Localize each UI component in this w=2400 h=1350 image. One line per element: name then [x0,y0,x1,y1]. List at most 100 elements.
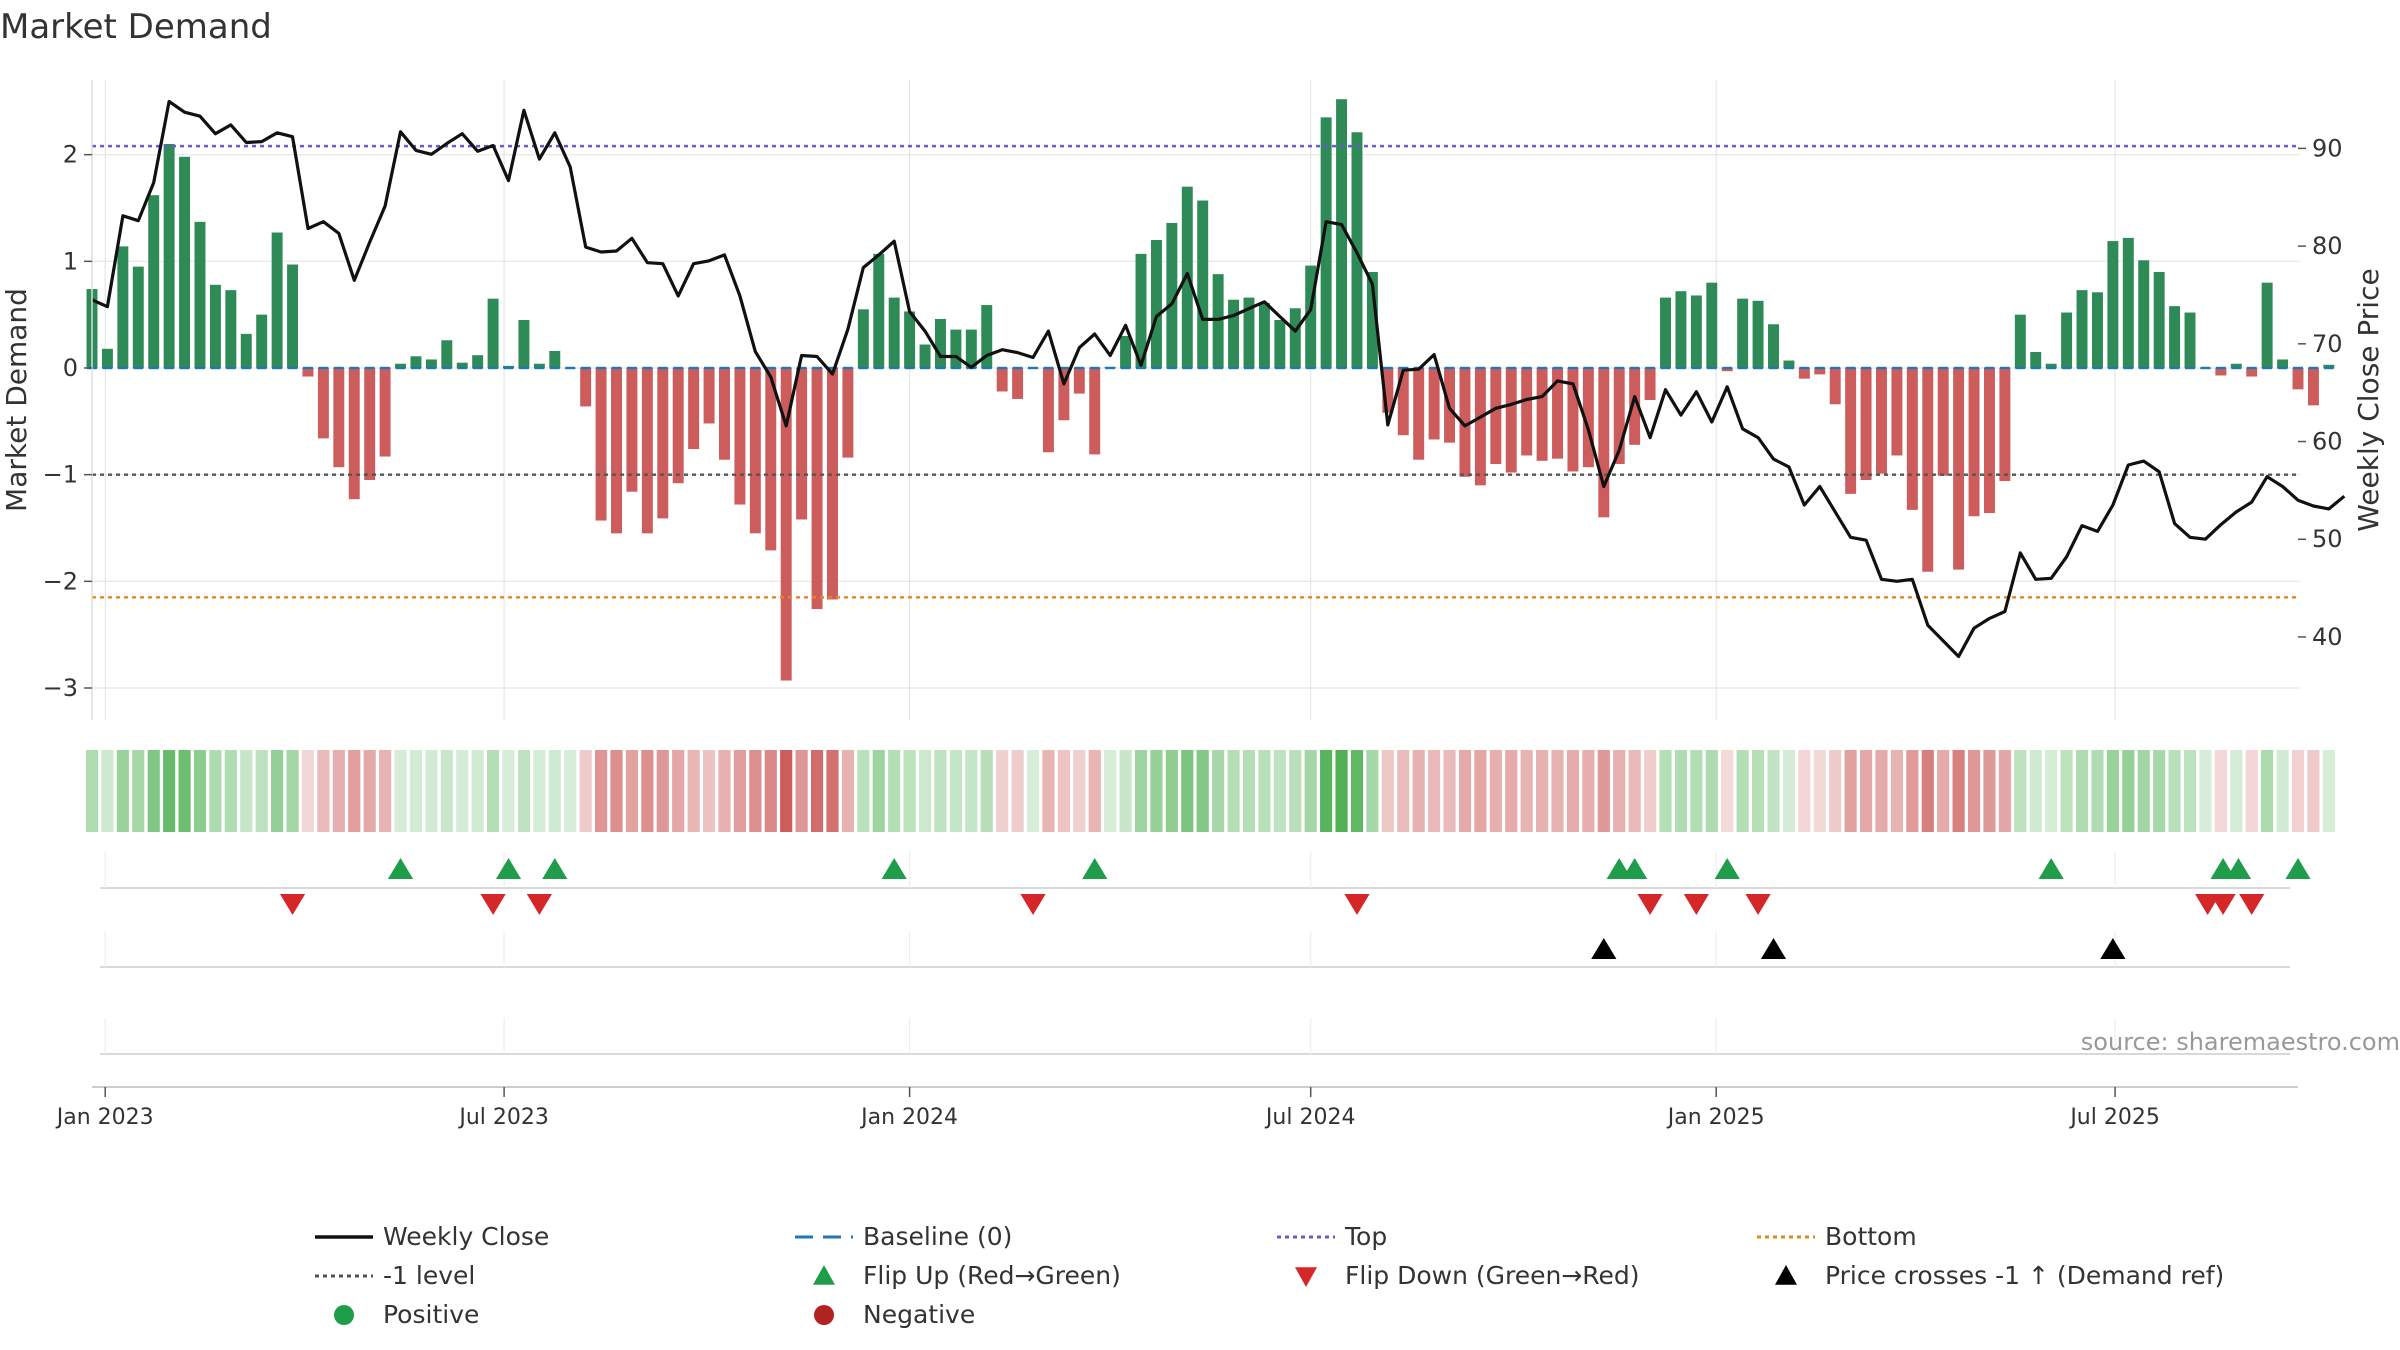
demand-bar [240,333,252,368]
heat-cell [456,750,469,832]
demand-bar [1721,368,1733,372]
demand-bar [1737,298,1749,368]
heat-cell [1597,750,1610,832]
legend-item-top: Top [1277,1222,1387,1251]
heat-cell [1551,750,1564,832]
heat-cell [579,750,592,832]
demand-bar [1073,368,1085,394]
demand-bar [1320,117,1332,368]
heat-cell [1304,750,1317,832]
heat-cell [1829,750,1842,832]
heat-cell [132,750,145,832]
flip-up-marker [881,858,907,879]
demand-bar [2014,314,2026,368]
demand-bar [672,368,684,484]
heat-cell [888,750,901,832]
demand-bar [1860,368,1872,480]
demand-bar [1505,368,1517,473]
heat-cell [1088,750,1101,832]
heat-cell [409,750,423,832]
heat-cell [1628,750,1641,832]
heat-cell [1042,750,1055,832]
heat-cell [1458,750,1472,832]
legend-item-weekly_close: Weekly Close [315,1222,549,1251]
demand-bar [611,368,622,534]
heat-cell [1566,750,1580,832]
demand-bar [873,253,885,368]
heat-cell [1335,750,1348,832]
demand-bar [1706,282,1718,368]
heat-cell [2214,750,2227,832]
demand-bar [425,359,437,368]
y-axis-label: Market Demand [0,288,33,512]
heat-cell [1381,750,1394,832]
weekly-close-line [91,99,2346,659]
demand-bar [209,284,221,368]
heat-cell [949,750,962,832]
demand-bar [1258,302,1270,368]
price-cross-marker [1760,938,1787,959]
legend-swatch [813,1265,835,1285]
demand-bar [688,368,700,450]
heat-cell [1674,750,1688,832]
legend-item-bottom: Bottom [1757,1222,1917,1251]
demand-bar [2277,359,2289,368]
heat-cell [1736,750,1749,832]
heat-cell [2045,750,2058,832]
heat-cell [1751,750,1765,832]
heat-cell [1536,750,1549,832]
demand-bar [1567,368,1579,472]
heat-cell [2075,750,2089,832]
y-tick-label: 2 [63,141,78,169]
heat-cell [1782,750,1796,832]
x-tick-label: Jul 2025 [2068,1105,2160,1130]
heat-cell [2168,750,2181,832]
heat-cell [1150,750,1163,832]
demand-bar [1582,368,1594,468]
demand-bar [1937,368,1949,476]
demand-bar [271,232,283,368]
y2-tick-label: 60 [2312,428,2343,456]
demand-bar [1459,368,1471,477]
demand-bar [1876,368,1887,474]
heat-cell [1350,750,1364,832]
legend-swatch [814,1305,834,1325]
demand-bar [441,340,453,368]
demand-bar [919,344,931,368]
heat-cell [1505,750,1518,832]
reference-lines [92,144,2298,599]
heat-cell [1258,750,1271,832]
heat-cell [795,750,808,832]
flip-up-marker [1622,858,1648,879]
flip-down-marker [2210,894,2236,915]
demand-bar [641,368,653,534]
demand-bar [749,368,761,534]
demand-bar [950,329,962,368]
legend-swatch [1295,1267,1317,1287]
flip-down-marker [526,894,552,915]
legend-label: Baseline (0) [863,1222,1012,1251]
y-tick-label: 0 [63,354,78,382]
heat-cell [1813,750,1826,832]
y-tick-label: −1 [43,461,78,489]
demand-bar [117,246,129,368]
demand-bar [1382,368,1394,413]
demand-heat-strip [85,750,2335,832]
demand-bar [287,264,299,368]
demand-bar [1798,368,1810,379]
flip-down-marker [2239,894,2265,915]
heat-cell [2322,750,2335,832]
heat-cell [687,750,700,832]
demand-bar [2292,368,2304,390]
y2-tick-label: 50 [2312,525,2343,553]
heat-cell [286,750,299,832]
flip-up-marker [542,858,568,879]
demand-bar [1598,368,1610,518]
demand-bar [1089,368,1101,455]
heat-cell [1705,750,1718,832]
heat-cell [2199,750,2212,832]
heat-cell [2261,750,2274,832]
demand-bar [981,305,993,368]
heat-cell [471,750,484,832]
demand-bar [2138,260,2150,368]
